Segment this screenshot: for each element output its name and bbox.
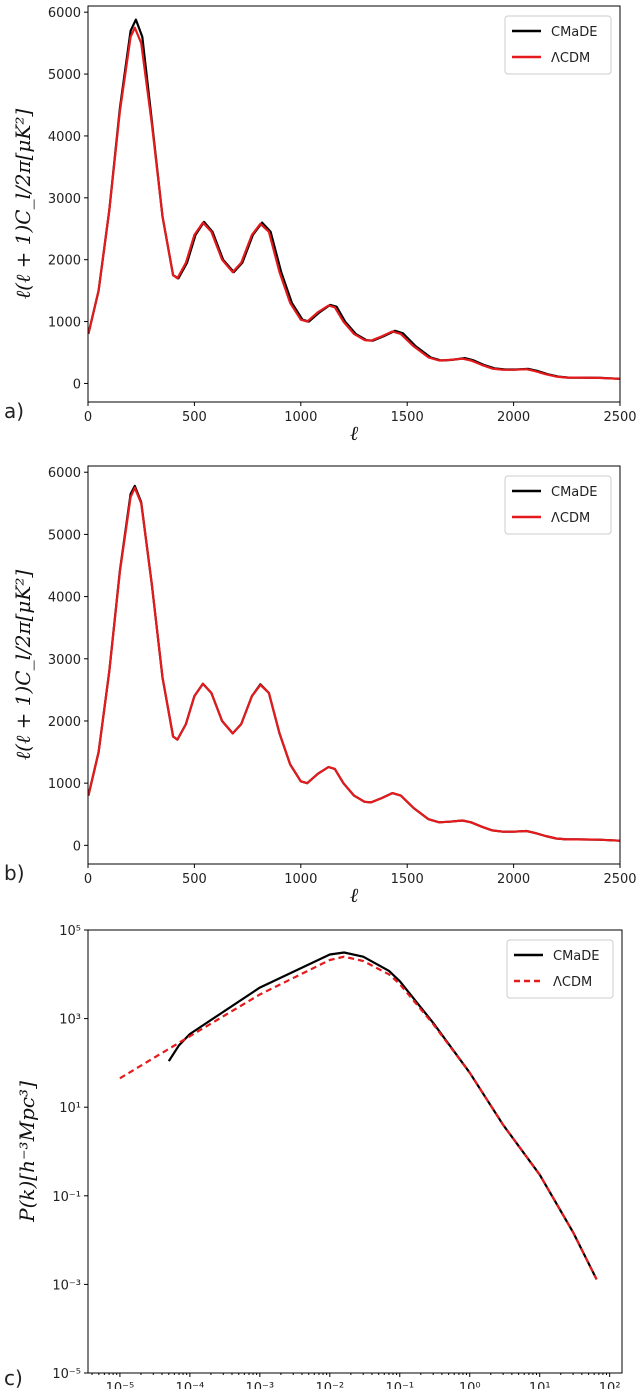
y-tick-label: 10⁻⁵ bbox=[52, 1367, 81, 1382]
x-tick-label: 10⁻⁴ bbox=[176, 1381, 205, 1389]
legend: CMaDE ΛCDM bbox=[506, 939, 614, 999]
y-tick-label: 4000 bbox=[48, 130, 81, 145]
series-line-CMaDE bbox=[88, 484, 620, 842]
x-tick-label: 500 bbox=[182, 410, 207, 425]
axes-frame bbox=[87, 5, 621, 403]
y-tick-label: 3000 bbox=[48, 192, 81, 207]
legend-label: ΛCDM bbox=[551, 51, 590, 66]
legend-label: CMaDE bbox=[553, 949, 599, 964]
x-tick-label: 10⁻³ bbox=[246, 1381, 275, 1389]
legend-label: ΛCDM bbox=[553, 975, 592, 990]
y-tick-label: 1000 bbox=[48, 316, 81, 331]
chart-2: 10⁻⁵ 10⁻⁴ 10⁻³ 10⁻² 10⁻¹ 10⁰ 10¹ 10² 10⁻⁵ 10⁻³ 10⁻… bbox=[4, 924, 623, 1389]
y-tick-label: 6000 bbox=[48, 466, 81, 481]
panel-label: b) bbox=[4, 861, 25, 885]
series-line-ΛCDM bbox=[88, 26, 620, 380]
legend: CMaDE ΛCDM bbox=[504, 15, 612, 75]
x-tick-label: 2000 bbox=[497, 872, 530, 887]
x-tick-label: 2500 bbox=[603, 410, 636, 425]
y-tick-label: 2000 bbox=[48, 715, 81, 730]
y-axis-label: ℓ(ℓ + 1)C_l/2π[μK²] bbox=[11, 570, 35, 761]
x-tick-label: 10² bbox=[599, 1381, 621, 1389]
series-line-CMaDE bbox=[167, 951, 598, 1280]
x-tick-label: 1500 bbox=[391, 410, 424, 425]
axes-frame bbox=[87, 929, 623, 1374]
y-tick-label: 10⁻³ bbox=[52, 1278, 81, 1293]
x-tick-label: 0 bbox=[84, 872, 92, 887]
legend-label: ΛCDM bbox=[551, 511, 590, 526]
x-tick-label: 1000 bbox=[284, 410, 317, 425]
x-tick-label: 10⁻⁵ bbox=[106, 1381, 135, 1389]
chart-0: 0 500 1000 1500 2000 2500 0 1000 2000 3000 4000 500… bbox=[4, 5, 637, 445]
chart-1: 0 500 1000 1500 2000 2500 0 1000 2000 3000 4000 500… bbox=[4, 465, 637, 907]
y-tick-label: 10⁵ bbox=[59, 924, 81, 939]
x-tick-label: 10⁻¹ bbox=[385, 1381, 414, 1389]
legend-label: CMaDE bbox=[551, 25, 597, 40]
y-tick-label: 10³ bbox=[59, 1013, 81, 1028]
axes-frame bbox=[87, 465, 621, 865]
panel-label: a) bbox=[4, 399, 24, 423]
y-tick-label: 2000 bbox=[48, 254, 81, 269]
panel-label: c) bbox=[4, 1366, 23, 1389]
legend-label: CMaDE bbox=[551, 485, 597, 500]
x-tick-label: 10⁻² bbox=[315, 1381, 344, 1389]
y-tick-label: 0 bbox=[73, 377, 81, 392]
legend: CMaDE ΛCDM bbox=[504, 475, 612, 535]
x-tick-label: 2000 bbox=[497, 410, 530, 425]
y-tick-label: 5000 bbox=[48, 528, 81, 543]
y-tick-label: 6000 bbox=[48, 6, 81, 21]
x-tick-label: 0 bbox=[84, 410, 92, 425]
x-axis-label: ℓ bbox=[350, 421, 359, 445]
series-line-ΛCDM bbox=[119, 955, 598, 1280]
x-tick-label: 1500 bbox=[391, 872, 424, 887]
y-tick-label: 4000 bbox=[48, 591, 81, 606]
y-tick-label: 0 bbox=[73, 839, 81, 854]
y-tick-label: 10¹ bbox=[59, 1101, 81, 1116]
y-axis-label: P(k)[h⁻³Mpc³] bbox=[15, 1081, 39, 1223]
y-tick-label: 3000 bbox=[48, 653, 81, 668]
series-line-ΛCDM bbox=[88, 486, 620, 842]
x-tick-label: 500 bbox=[182, 872, 207, 887]
y-axis-label: ℓ(ℓ + 1)C_l/2π[μK²] bbox=[11, 109, 35, 300]
x-tick-label: 1000 bbox=[284, 872, 317, 887]
y-tick-label: 5000 bbox=[48, 68, 81, 83]
x-tick-label: 2500 bbox=[603, 872, 636, 887]
x-tick-label: 10¹ bbox=[529, 1381, 551, 1389]
x-tick-label: 10⁰ bbox=[459, 1381, 481, 1389]
y-tick-label: 10⁻¹ bbox=[52, 1190, 81, 1205]
y-tick-label: 1000 bbox=[48, 777, 81, 792]
x-axis-label: ℓ bbox=[350, 883, 359, 907]
